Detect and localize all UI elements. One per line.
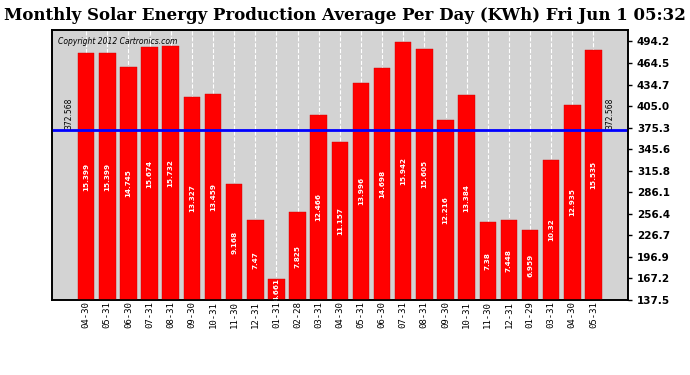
Text: Copyright 2012 Cartronics.com: Copyright 2012 Cartronics.com bbox=[57, 37, 177, 46]
Text: 12.216: 12.216 bbox=[442, 196, 448, 224]
Bar bbox=[310, 115, 327, 375]
Bar bbox=[78, 53, 95, 375]
Bar bbox=[289, 212, 306, 375]
Bar bbox=[437, 120, 454, 375]
Bar bbox=[395, 42, 411, 375]
Bar bbox=[564, 105, 580, 375]
Text: 9.168: 9.168 bbox=[231, 231, 237, 254]
Text: 13.384: 13.384 bbox=[464, 184, 470, 211]
Bar bbox=[268, 279, 285, 375]
Text: 15.605: 15.605 bbox=[422, 160, 427, 189]
Text: 372.568: 372.568 bbox=[65, 98, 74, 129]
Text: 15.674: 15.674 bbox=[146, 160, 152, 188]
Text: 15.535: 15.535 bbox=[591, 161, 596, 189]
Text: 12.466: 12.466 bbox=[316, 194, 322, 221]
Bar bbox=[141, 47, 158, 375]
Text: 15.399: 15.399 bbox=[104, 162, 110, 190]
Text: 12.935: 12.935 bbox=[569, 188, 575, 216]
Bar bbox=[247, 220, 264, 375]
Text: 14.698: 14.698 bbox=[379, 170, 385, 198]
Text: 13.327: 13.327 bbox=[189, 184, 195, 212]
Bar bbox=[226, 184, 242, 375]
Text: 13.459: 13.459 bbox=[210, 183, 216, 211]
Bar bbox=[522, 230, 538, 375]
Text: 15.732: 15.732 bbox=[168, 159, 174, 187]
Text: 13.996: 13.996 bbox=[358, 177, 364, 206]
Bar bbox=[353, 82, 369, 375]
Bar bbox=[458, 95, 475, 375]
Bar bbox=[501, 220, 518, 375]
Text: 11.157: 11.157 bbox=[337, 207, 343, 235]
Text: Monthly Solar Energy Production Average Per Day (KWh) Fri Jun 1 05:32: Monthly Solar Energy Production Average … bbox=[4, 8, 686, 24]
Text: 7.448: 7.448 bbox=[506, 249, 512, 272]
Bar bbox=[543, 160, 560, 375]
Text: 7.825: 7.825 bbox=[295, 244, 301, 268]
Text: 7.47: 7.47 bbox=[253, 251, 258, 269]
Bar bbox=[205, 94, 221, 375]
Bar bbox=[332, 142, 348, 375]
Bar bbox=[585, 50, 602, 375]
Text: 14.745: 14.745 bbox=[126, 170, 132, 197]
Bar bbox=[162, 46, 179, 375]
Bar bbox=[99, 53, 115, 375]
Text: 6.959: 6.959 bbox=[527, 254, 533, 277]
Bar bbox=[480, 222, 496, 375]
Text: 4.661: 4.661 bbox=[273, 278, 279, 301]
Text: 372.568: 372.568 bbox=[606, 98, 615, 129]
Bar bbox=[184, 97, 200, 375]
Bar bbox=[120, 67, 137, 375]
Bar bbox=[374, 68, 391, 375]
Text: 10.32: 10.32 bbox=[548, 219, 554, 241]
Text: 7.38: 7.38 bbox=[485, 252, 491, 270]
Bar bbox=[416, 49, 433, 375]
Text: 15.942: 15.942 bbox=[400, 157, 406, 185]
Text: 15.399: 15.399 bbox=[83, 162, 89, 190]
